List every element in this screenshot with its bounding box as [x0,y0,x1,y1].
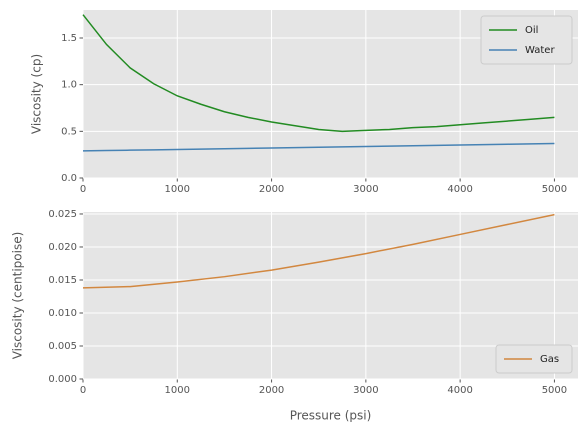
y-tick-label: 0.020 [48,242,77,253]
x-tick-label: 4000 [447,385,472,396]
y-tick-label: 0.000 [48,374,77,385]
y-tick-label: 0.0 [61,173,77,184]
x-tick-label: 1000 [165,184,190,195]
legend: Gas [495,344,573,374]
y-tick-label: 1.5 [61,33,77,44]
y-tick-label: 1.0 [61,80,77,91]
data-line [82,142,555,152]
y-axis-label: Viscosity (centipoise) [11,232,25,360]
y-tick-label: 0.5 [61,126,77,137]
subplot: 0 1000 2000 3000 4000 5000 0.0 0.5 1.0 1.5 Viscosi… [30,10,578,195]
legend-label: Gas [540,354,559,365]
x-tick-label: 5000 [542,385,567,396]
x-tick-label: 2000 [259,184,284,195]
legend: Oil Water [480,15,573,65]
x-tick-label: 0 [80,385,86,396]
y-tick-label: 0.005 [48,341,77,352]
subplot: 0 1000 2000 3000 4000 5000 0.000 0.005 0.010 0.01… [11,209,578,423]
x-tick-label: 3000 [353,184,378,195]
legend-box [495,344,573,374]
x-tick-label: 3000 [353,385,378,396]
data-line [82,213,555,289]
y-tick-label: 0.025 [48,209,77,220]
x-tick-label: 0 [80,184,86,195]
data-line [82,14,555,133]
legend-box [480,15,573,65]
x-tick-label: 5000 [542,184,567,195]
x-tick-label: 2000 [259,385,284,396]
y-tick-label: 0.015 [48,275,77,286]
x-tick-label: 1000 [165,385,190,396]
x-axis-label: Pressure (psi) [290,409,372,423]
legend-label: Oil [525,25,538,36]
x-tick-label: 4000 [447,184,472,195]
legend-label: Water [525,45,555,56]
y-axis-label: Viscosity (cp) [30,54,44,134]
y-tick-label: 0.010 [48,308,77,319]
